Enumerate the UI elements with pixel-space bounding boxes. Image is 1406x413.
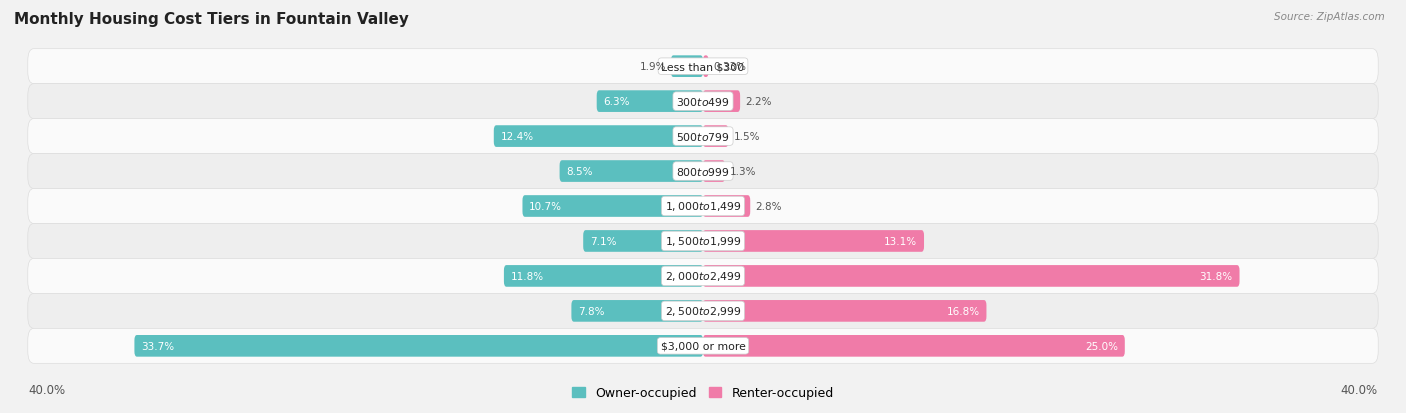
FancyBboxPatch shape xyxy=(703,56,709,78)
FancyBboxPatch shape xyxy=(703,335,1125,357)
FancyBboxPatch shape xyxy=(503,266,703,287)
Text: 10.7%: 10.7% xyxy=(529,202,562,211)
FancyBboxPatch shape xyxy=(703,196,751,217)
Text: $2,000 to $2,499: $2,000 to $2,499 xyxy=(665,270,741,283)
FancyBboxPatch shape xyxy=(494,126,703,147)
FancyBboxPatch shape xyxy=(703,161,725,183)
FancyBboxPatch shape xyxy=(28,189,1378,224)
Text: 1.9%: 1.9% xyxy=(640,62,666,72)
Text: $2,500 to $2,999: $2,500 to $2,999 xyxy=(665,305,741,318)
Text: 2.8%: 2.8% xyxy=(755,202,782,211)
Text: $1,500 to $1,999: $1,500 to $1,999 xyxy=(665,235,741,248)
FancyBboxPatch shape xyxy=(671,56,703,78)
Text: 8.5%: 8.5% xyxy=(567,166,593,177)
Text: 2.2%: 2.2% xyxy=(745,97,772,107)
Text: 1.3%: 1.3% xyxy=(730,166,756,177)
FancyBboxPatch shape xyxy=(703,91,740,113)
Legend: Owner-occupied, Renter-occupied: Owner-occupied, Renter-occupied xyxy=(568,381,838,404)
Text: Source: ZipAtlas.com: Source: ZipAtlas.com xyxy=(1274,12,1385,22)
Text: 7.8%: 7.8% xyxy=(578,306,605,316)
Text: 40.0%: 40.0% xyxy=(28,384,65,396)
FancyBboxPatch shape xyxy=(703,266,1240,287)
FancyBboxPatch shape xyxy=(596,91,703,113)
Text: Monthly Housing Cost Tiers in Fountain Valley: Monthly Housing Cost Tiers in Fountain V… xyxy=(14,12,409,27)
Text: 25.0%: 25.0% xyxy=(1085,341,1118,351)
Text: 31.8%: 31.8% xyxy=(1199,271,1233,281)
FancyBboxPatch shape xyxy=(583,230,703,252)
FancyBboxPatch shape xyxy=(28,224,1378,259)
FancyBboxPatch shape xyxy=(28,154,1378,189)
Text: 1.5%: 1.5% xyxy=(734,132,759,142)
FancyBboxPatch shape xyxy=(28,259,1378,294)
FancyBboxPatch shape xyxy=(28,329,1378,363)
Text: $1,000 to $1,499: $1,000 to $1,499 xyxy=(665,200,741,213)
Text: 0.33%: 0.33% xyxy=(714,62,747,72)
Text: $3,000 or more: $3,000 or more xyxy=(661,341,745,351)
Text: 12.4%: 12.4% xyxy=(501,132,534,142)
FancyBboxPatch shape xyxy=(28,84,1378,119)
FancyBboxPatch shape xyxy=(28,294,1378,329)
Text: 13.1%: 13.1% xyxy=(884,236,917,247)
Text: 7.1%: 7.1% xyxy=(591,236,616,247)
Text: $300 to $499: $300 to $499 xyxy=(676,96,730,108)
FancyBboxPatch shape xyxy=(28,50,1378,84)
Text: Less than $300: Less than $300 xyxy=(661,62,745,72)
FancyBboxPatch shape xyxy=(703,126,728,147)
FancyBboxPatch shape xyxy=(560,161,703,183)
Text: $500 to $799: $500 to $799 xyxy=(676,131,730,143)
FancyBboxPatch shape xyxy=(28,119,1378,154)
Text: 16.8%: 16.8% xyxy=(946,306,980,316)
Text: 40.0%: 40.0% xyxy=(1341,384,1378,396)
FancyBboxPatch shape xyxy=(135,335,703,357)
Text: 33.7%: 33.7% xyxy=(141,341,174,351)
Text: 11.8%: 11.8% xyxy=(510,271,544,281)
Text: $800 to $999: $800 to $999 xyxy=(676,166,730,178)
FancyBboxPatch shape xyxy=(703,230,924,252)
Text: 6.3%: 6.3% xyxy=(603,97,630,107)
FancyBboxPatch shape xyxy=(523,196,703,217)
FancyBboxPatch shape xyxy=(703,300,987,322)
FancyBboxPatch shape xyxy=(571,300,703,322)
